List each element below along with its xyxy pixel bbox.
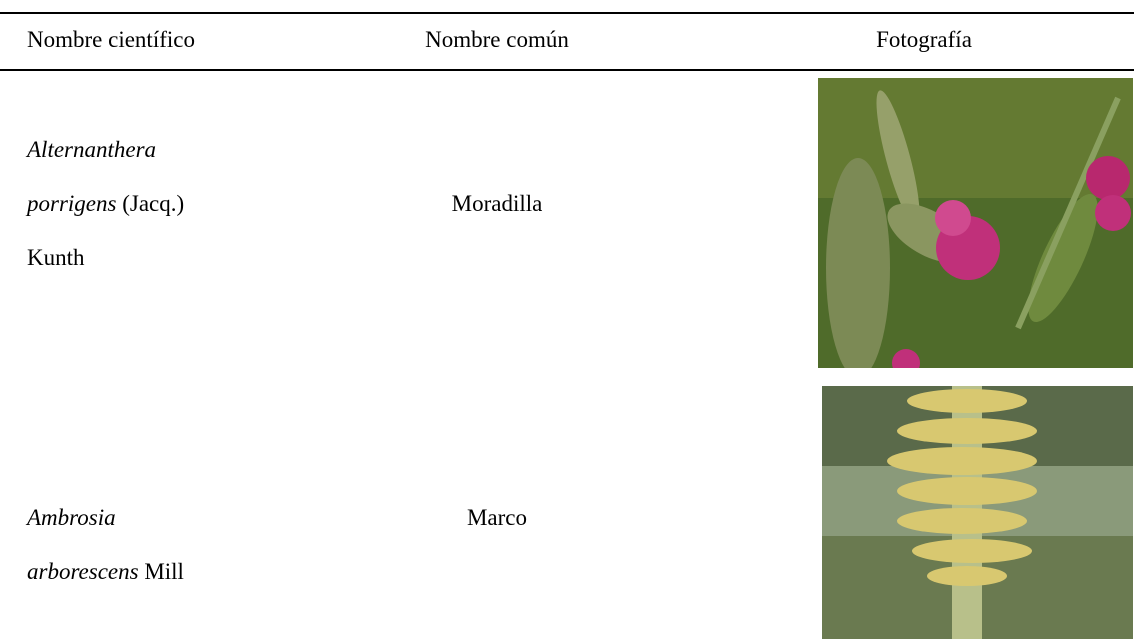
- scientific-name-line: arborescens Mill: [27, 558, 184, 586]
- name-segment: (Jacq.): [116, 191, 185, 216]
- name-segment: Kunth: [27, 245, 85, 270]
- header-rule: [0, 69, 1134, 71]
- common-name: Marco: [466, 505, 528, 530]
- photo: [822, 386, 1133, 639]
- top-rule: [0, 12, 1134, 14]
- scientific-name-line: Alternanthera: [27, 136, 156, 164]
- header-cell: Nombre común: [425, 27, 569, 52]
- name-segment: arborescens: [27, 559, 139, 584]
- scientific-name-line: Kunth: [27, 244, 85, 272]
- scientific-name-line: porrigens (Jacq.): [27, 190, 184, 218]
- common-name: Moradilla: [451, 191, 543, 216]
- header-cell: Fotografía: [876, 27, 972, 52]
- photo: [818, 78, 1133, 368]
- name-segment: porrigens: [27, 191, 117, 216]
- name-segment: Ambrosia: [27, 505, 116, 530]
- name-segment: Mill: [138, 559, 184, 584]
- name-segment: Alternanthera: [27, 137, 157, 162]
- scientific-name-line: Ambrosia: [27, 504, 116, 532]
- header-cell: Nombre científico: [27, 27, 195, 52]
